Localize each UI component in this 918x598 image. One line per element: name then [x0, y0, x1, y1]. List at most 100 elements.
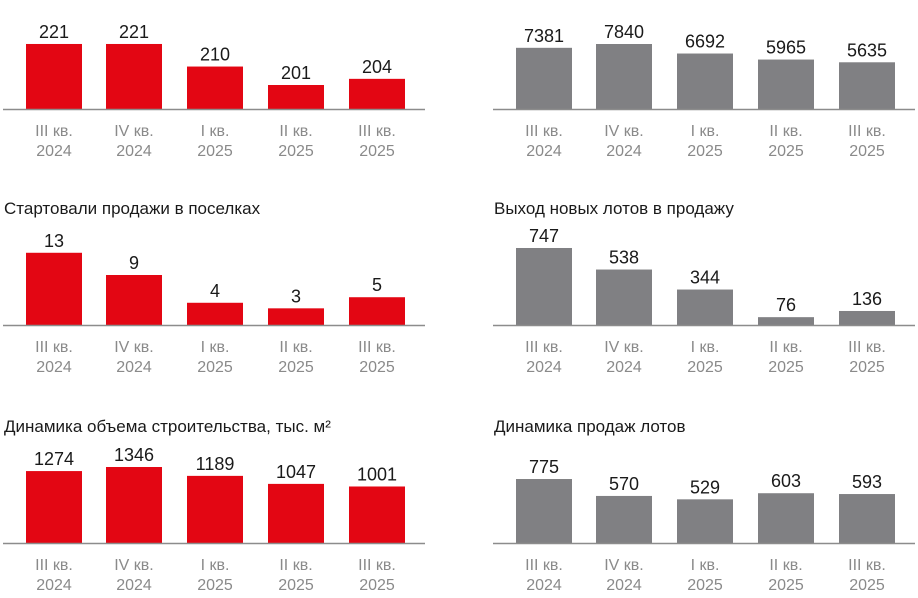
x-tick-label: 2024: [36, 359, 72, 376]
x-tick-label: II кв.: [769, 557, 802, 574]
x-tick-label: 2024: [116, 143, 152, 160]
x-tick-label: III кв.: [848, 123, 886, 140]
bar: [268, 308, 324, 325]
bar: [106, 467, 162, 543]
data-label: 1274: [34, 449, 74, 469]
data-label: 593: [852, 472, 882, 492]
x-tick-label: III кв.: [525, 339, 563, 356]
bar: [187, 302, 243, 325]
x-tick-label: 2025: [278, 359, 314, 376]
bar: [516, 247, 572, 325]
x-tick-label: 2025: [687, 577, 723, 594]
x-tick-label: 2025: [197, 359, 233, 376]
x-tick-label: I кв.: [691, 557, 720, 574]
x-tick-label: III кв.: [35, 123, 73, 140]
bar: [268, 483, 324, 543]
bar: [26, 252, 82, 325]
x-tick-label: 2024: [526, 577, 562, 594]
data-label: 1346: [114, 445, 154, 465]
data-label: 529: [690, 477, 720, 497]
x-tick-label: III кв.: [358, 123, 396, 140]
data-label: 9: [129, 253, 139, 273]
x-tick-label: IV кв.: [604, 339, 644, 356]
bar-chart-3: Стартовали продажи в поселках 13 III кв. 20…: [3, 199, 425, 376]
x-tick-label: III кв.: [848, 557, 886, 574]
data-label: 76: [776, 295, 796, 315]
x-tick-label: I кв.: [201, 123, 230, 140]
x-tick-label: 2025: [687, 143, 723, 160]
x-tick-label: IV кв.: [114, 557, 154, 574]
bar: [839, 310, 895, 325]
x-tick-label: III кв.: [358, 557, 396, 574]
data-label: 1047: [276, 462, 316, 482]
bar: [596, 495, 652, 543]
data-label: 136: [852, 289, 882, 309]
x-tick-label: 2024: [116, 577, 152, 594]
bar: [758, 493, 814, 543]
x-tick-label: 2025: [768, 143, 804, 160]
data-label: 747: [529, 226, 559, 246]
x-tick-label: 2025: [359, 359, 395, 376]
bar: [349, 297, 405, 325]
data-label: 204: [362, 57, 392, 77]
x-tick-label: 2025: [278, 143, 314, 160]
bar: [516, 479, 572, 543]
x-tick-label: 2024: [36, 577, 72, 594]
bar: [596, 44, 652, 109]
x-tick-label: I кв.: [691, 123, 720, 140]
x-tick-label: 2025: [278, 577, 314, 594]
x-tick-label: III кв.: [358, 339, 396, 356]
x-tick-label: III кв.: [35, 339, 73, 356]
x-tick-label: III кв.: [35, 557, 73, 574]
data-label: 4: [210, 281, 220, 301]
data-label: 344: [690, 268, 720, 288]
x-tick-label: 2024: [606, 143, 642, 160]
x-tick-label: IV кв.: [604, 557, 644, 574]
chart-title: Динамика объема строительства, тыс. м²: [4, 417, 331, 436]
x-tick-label: III кв.: [525, 557, 563, 574]
bar: [758, 59, 814, 109]
bar: [596, 269, 652, 325]
x-tick-label: 2025: [849, 359, 885, 376]
bar: [516, 47, 572, 109]
bar: [677, 53, 733, 109]
x-tick-label: III кв.: [525, 123, 563, 140]
data-label: 775: [529, 457, 559, 477]
data-label: 603: [771, 471, 801, 491]
x-tick-label: IV кв.: [604, 123, 644, 140]
bar: [106, 275, 162, 325]
bar: [349, 78, 405, 109]
x-tick-label: 2025: [359, 143, 395, 160]
data-label: 5: [372, 275, 382, 295]
x-tick-label: IV кв.: [114, 123, 154, 140]
data-label: 1001: [357, 464, 397, 484]
bar: [106, 43, 162, 109]
bar: [758, 317, 814, 325]
x-tick-label: 2025: [687, 359, 723, 376]
bar: [187, 66, 243, 109]
x-tick-label: III кв.: [848, 339, 886, 356]
data-label: 6692: [685, 32, 725, 52]
bar-chart-5: Динамика объема строительства, тыс. м² 12…: [3, 417, 425, 594]
x-tick-label: 2025: [197, 577, 233, 594]
x-tick-label: 2024: [526, 143, 562, 160]
x-tick-label: II кв.: [769, 339, 802, 356]
x-tick-label: II кв.: [769, 123, 802, 140]
data-label: 7840: [604, 22, 644, 42]
data-label: 210: [200, 45, 230, 65]
data-label: 221: [39, 22, 69, 42]
data-label: 221: [119, 22, 149, 42]
chart-title: Выход новых лотов в продажу: [494, 199, 734, 218]
x-tick-label: 2025: [849, 577, 885, 594]
x-tick-label: 2024: [606, 577, 642, 594]
chart-title: Стартовали продажи в поселках: [4, 199, 261, 218]
bar: [839, 62, 895, 109]
bar-chart-6: Динамика продаж лотов 775 III кв. 2024 570 IV…: [493, 417, 915, 594]
x-tick-label: II кв.: [279, 557, 312, 574]
x-tick-label: 2025: [768, 359, 804, 376]
x-tick-label: IV кв.: [114, 339, 154, 356]
x-tick-label: 2024: [526, 359, 562, 376]
bar: [839, 494, 895, 543]
data-label: 3: [291, 286, 301, 306]
